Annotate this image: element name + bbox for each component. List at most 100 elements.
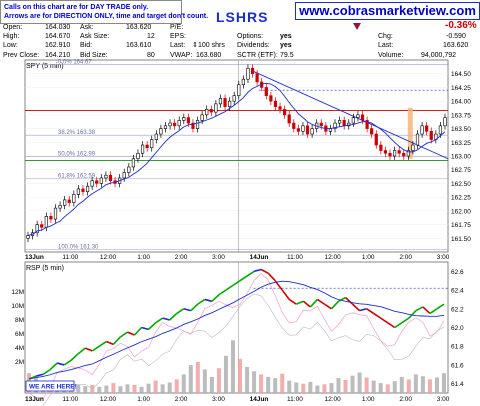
- spy-candle-body: [26, 235, 30, 239]
- we-are-here-label: WE ARE HERE!: [29, 384, 77, 391]
- rsp-price-segment: [35, 373, 44, 377]
- down-arrow-icon: [353, 23, 361, 30]
- spy-candle-body: [108, 174, 113, 181]
- spy-candle-body: [310, 128, 314, 135]
- rsp-volume-bar: [76, 384, 81, 393]
- rsp-price-segment: [162, 317, 170, 321]
- rsp-price-segment: [49, 362, 58, 371]
- we-are-here-box: [25, 380, 75, 392]
- rsp-price-segment: [323, 303, 332, 310]
- rsp-volume-bar: [392, 381, 397, 393]
- rsp-volume-tick: 8M: [15, 317, 24, 324]
- rsp-price-segment: [436, 303, 445, 310]
- spy-candle-body: [191, 122, 195, 129]
- spy-candle-body: [278, 106, 282, 110]
- spy-candle-body: [195, 120, 200, 129]
- rsp-volume-bar: [308, 381, 313, 393]
- bid-size-label: Bid Size:: [80, 52, 108, 59]
- spy-candle-body: [209, 109, 213, 113]
- rsp-volume-bar: [315, 385, 320, 393]
- rsp-volume-bar: [188, 365, 193, 393]
- spy-y-tick: 163.75: [451, 112, 471, 119]
- spy-candle-body: [90, 180, 94, 187]
- spy-x-tick: 12:00: [324, 254, 341, 261]
- spy-candle-body: [67, 199, 71, 203]
- rsp-price-segment: [155, 317, 164, 324]
- rsp-price-segment: [260, 268, 269, 274]
- spy-candle-body: [246, 67, 250, 80]
- rsp-price-segment: [302, 300, 311, 308]
- chg-label: Chg:: [378, 33, 393, 40]
- percent-change: -0.36%: [445, 20, 477, 31]
- spy-candle-body: [81, 188, 85, 192]
- rsp-volume-bar: [181, 374, 186, 393]
- rsp-price-segment: [84, 347, 93, 352]
- rsp-volume-bar: [442, 373, 446, 393]
- spy-title: SPY (5 min): [26, 63, 64, 70]
- spy-highlight-box: [407, 107, 413, 159]
- rsp-volume-bar: [294, 382, 299, 393]
- spy-candle-body: [333, 122, 337, 129]
- spy-candle-body: [365, 120, 369, 129]
- last-size-icon: ⇕: [192, 42, 198, 49]
- spy-candle-body: [104, 174, 108, 179]
- options-label: Options:: [237, 33, 264, 40]
- spy-candle-body: [76, 188, 81, 195]
- spy-candle-body: [140, 144, 145, 154]
- spy-candle-body: [351, 117, 355, 124]
- open-value: 164.030: [45, 24, 71, 31]
- rsp-volume-bar: [399, 376, 404, 393]
- website-banner[interactable]: www.cobrasmarketview.com: [295, 2, 480, 20]
- rsp-price-segment: [253, 268, 262, 273]
- spy-candle-body: [438, 125, 443, 135]
- rsp-volume-bar: [132, 384, 137, 393]
- rsp-price-segment: [288, 298, 297, 305]
- spy-candle-body: [283, 109, 287, 116]
- spy-candle-body: [122, 172, 126, 179]
- rsp-y-tick: 61.4: [451, 381, 464, 388]
- website-link[interactable]: www.cobrasmarketview.com: [299, 3, 476, 18]
- rsp-y-tick: 62.2: [451, 306, 464, 313]
- rsp-volume-bar: [111, 383, 116, 393]
- spy-candle-body: [370, 128, 374, 135]
- rsp-price-segment: [98, 340, 107, 347]
- spy-candle-body: [406, 150, 410, 157]
- spy-candle-body: [342, 120, 346, 127]
- rsp-price-segment: [415, 306, 424, 312]
- rsp-x-tick: 13Jun: [25, 396, 44, 403]
- rsp-volume-bar: [167, 382, 172, 393]
- rsp-price-segment: [218, 289, 227, 296]
- rsp-x-tick: 12:00: [100, 396, 117, 403]
- rsp-volume-bar: [202, 369, 207, 393]
- rsp-volume-bar: [336, 378, 341, 393]
- rsp-volume-bar: [420, 376, 425, 393]
- spy-candle-body: [383, 150, 388, 154]
- rsp-volume-bar: [357, 372, 362, 393]
- rsp-price-segment: [232, 280, 241, 287]
- rsp-price-segment: [246, 270, 255, 277]
- rsp-price-segment: [330, 300, 340, 310]
- rsp-x-tick: 11:00: [287, 396, 303, 403]
- spy-candle-body: [273, 100, 278, 107]
- rsp-title: RSP (5 min): [26, 265, 64, 272]
- rsp-volume-bar: [245, 366, 250, 393]
- spy-fib-label: 0.0% 164.67: [58, 59, 92, 65]
- spy-candle-body: [347, 122, 351, 127]
- spy-candle-body: [150, 139, 154, 149]
- rsp-volume-bar: [364, 377, 369, 393]
- spy-x-tick: 3:00: [212, 254, 225, 261]
- rsp-volume-bar: [97, 386, 102, 393]
- pe-label: P/E:: [170, 24, 184, 31]
- bid-value: 163.610: [126, 42, 152, 49]
- rsp-price-segment: [148, 322, 157, 330]
- rsp-x-tick: 1:00: [362, 396, 375, 403]
- rsp-volume-bar: [125, 384, 130, 393]
- rsp-price-segment: [422, 306, 431, 315]
- rsp-volume-bar: [329, 383, 334, 393]
- rsp-volume-bar: [104, 385, 109, 393]
- low-value: 162.910: [45, 42, 71, 49]
- spy-candle-body: [218, 98, 223, 105]
- last-value: 163.620: [443, 42, 469, 49]
- spy-y-tick: 161.50: [451, 236, 471, 243]
- spy-candle-body: [127, 166, 131, 173]
